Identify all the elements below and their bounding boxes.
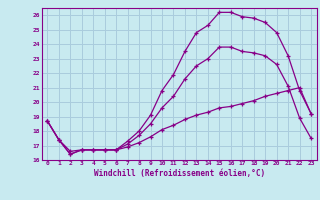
X-axis label: Windchill (Refroidissement éolien,°C): Windchill (Refroidissement éolien,°C) (94, 169, 265, 178)
